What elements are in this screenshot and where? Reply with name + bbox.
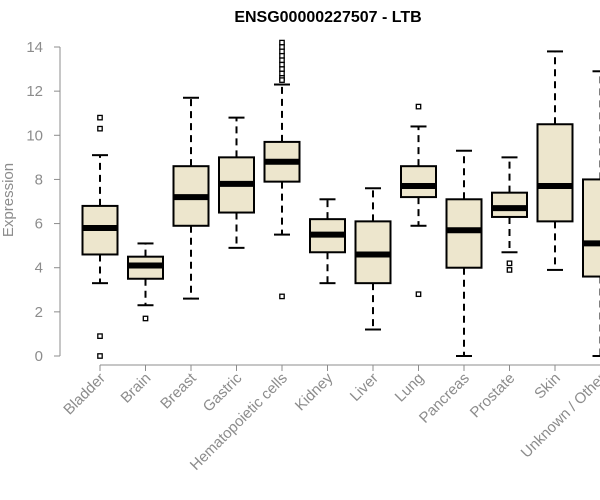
y-tick-label: 2	[35, 304, 43, 321]
box-series	[81, 39, 600, 359]
outlier-point	[279, 66, 285, 72]
y-tick-label: 10	[26, 127, 43, 144]
x-tick-label: Bladder	[60, 370, 109, 419]
box-group	[400, 103, 437, 298]
x-tick-label: Lung	[392, 370, 428, 406]
x-tick-label: Skin	[531, 370, 564, 403]
box-iqr	[400, 165, 437, 199]
box-iqr	[582, 178, 600, 278]
box-group	[218, 116, 255, 249]
outlier-point	[279, 44, 285, 50]
box-group	[309, 198, 346, 285]
chart-title: ENSG00000227507 - LTB	[234, 9, 421, 26]
y-axis-label: Expression	[0, 163, 17, 237]
y-tick-label: 12	[26, 83, 43, 100]
y-tick-label: 0	[35, 348, 43, 365]
x-tick-label: Liver	[347, 370, 382, 405]
y-tick-label: 4	[35, 260, 43, 277]
box-group	[172, 96, 210, 300]
box-iqr	[536, 123, 574, 223]
y-tick-label: 14	[26, 39, 43, 56]
outlier-point	[142, 315, 149, 322]
x-tick-label: Kidney	[292, 369, 337, 414]
box-group	[491, 156, 528, 273]
box-group	[81, 114, 119, 359]
box-group	[127, 242, 164, 322]
outlier-point	[279, 48, 285, 55]
outlier-point	[279, 293, 285, 300]
outlier-point	[97, 114, 103, 121]
x-tick-label: Brain	[118, 370, 155, 407]
y-tick-label: 8	[35, 171, 43, 188]
box-group	[263, 39, 301, 300]
box-group	[582, 70, 600, 357]
outlier-point	[415, 291, 422, 298]
outlier-point	[415, 103, 422, 110]
box-group	[445, 149, 483, 357]
outlier-point	[279, 52, 285, 59]
box-group	[354, 187, 392, 331]
box-group	[536, 50, 574, 271]
outlier-point	[279, 39, 285, 46]
outlier-point	[279, 61, 285, 68]
x-tick-label: Pancreas	[416, 370, 473, 427]
x-tick-label: Breast	[157, 369, 200, 412]
outlier-point	[97, 353, 103, 359]
x-tick-label: Prostate	[467, 370, 519, 422]
box-iqr	[445, 198, 483, 269]
outlier-point	[506, 260, 513, 267]
y-tick-label: 6	[35, 216, 43, 233]
outlier-point	[279, 57, 285, 64]
box-iqr	[491, 191, 528, 218]
outlier-point	[506, 267, 513, 273]
outlier-point	[279, 77, 285, 83]
outlier-point	[97, 125, 103, 132]
y-axis: 0 2 4 6 8 10 12 14	[26, 39, 61, 365]
outlier-point	[97, 333, 103, 339]
outlier-point	[279, 70, 285, 77]
